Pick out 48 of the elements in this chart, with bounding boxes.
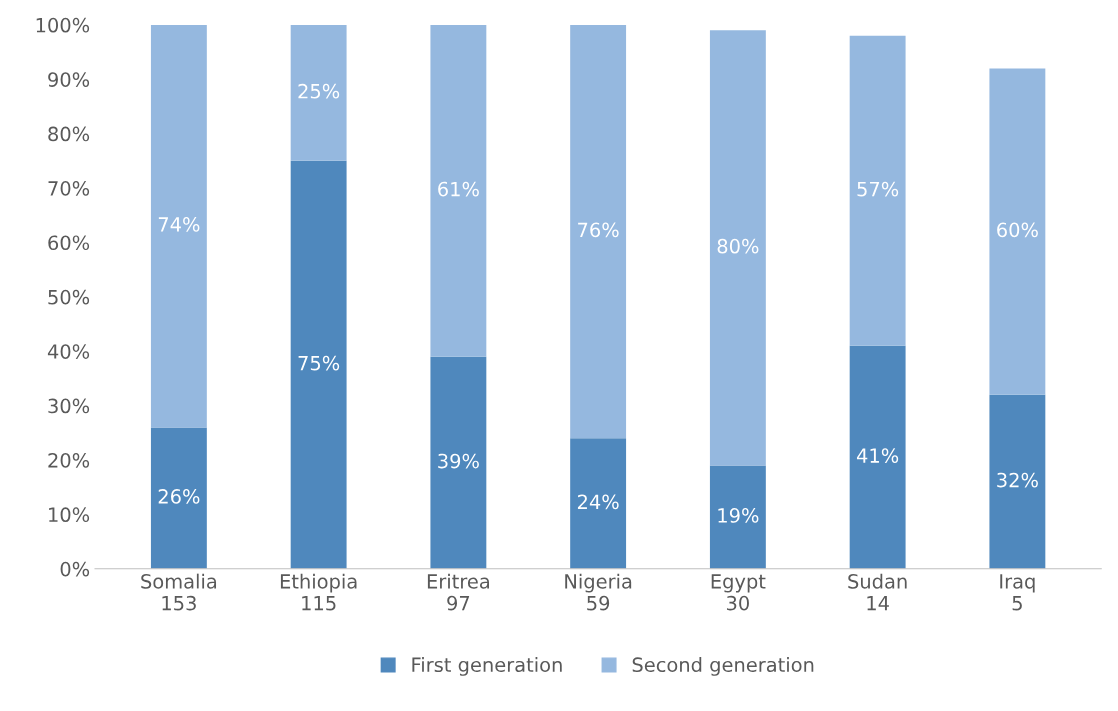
- data-label: 26%: [158, 489, 200, 504]
- y-tick-label: 30%: [48, 398, 90, 414]
- y-tick-label: 80%: [48, 126, 90, 142]
- data-label: 25%: [298, 83, 340, 99]
- data-label: 74%: [158, 217, 200, 232]
- y-tick-label: 70%: [48, 181, 90, 196]
- bar: [570, 24, 627, 439]
- x-tick-label: Eritrea 97: [427, 573, 489, 611]
- data-label: 24%: [577, 494, 619, 510]
- bar: [430, 356, 487, 569]
- y-tick-label: 100%: [36, 17, 90, 33]
- bar: [849, 345, 906, 569]
- data-label: 60%: [997, 222, 1038, 238]
- x-tick-label: Somalia 153: [141, 573, 217, 611]
- bar: [849, 35, 906, 346]
- x-tick-label: Egypt 30: [711, 574, 766, 611]
- bar: [150, 24, 207, 428]
- bar: [150, 427, 207, 569]
- data-label: 39%: [438, 453, 479, 469]
- data-label: 32%: [997, 472, 1038, 488]
- bar: [709, 30, 766, 466]
- y-tick-label: 50%: [48, 289, 90, 305]
- bar: [290, 24, 347, 161]
- bar: [290, 160, 347, 569]
- data-label: 75%: [298, 355, 340, 371]
- y-tick-label: 40%: [47, 344, 90, 359]
- bar: [709, 465, 766, 569]
- bar: [430, 24, 487, 357]
- x-tick-label: Iraq 5: [1000, 574, 1035, 611]
- legend-label: First generation: [412, 657, 562, 676]
- bar: [989, 394, 1046, 569]
- x-tick-label: Ethiopia 115: [280, 573, 357, 611]
- data-label: 57%: [857, 181, 899, 197]
- x-tick-label: Sudan 14: [848, 573, 907, 611]
- data-label: 41%: [856, 448, 899, 463]
- data-label: 61%: [438, 181, 479, 197]
- data-label: 76%: [578, 222, 619, 238]
- bar: [989, 68, 1046, 395]
- y-tick-label: 10%: [49, 507, 90, 523]
- y-tick-label: 60%: [48, 235, 90, 251]
- data-label: 80%: [717, 238, 759, 254]
- legend-label: Second generation: [632, 657, 814, 676]
- y-tick-label: 0%: [60, 561, 90, 577]
- y-tick-label: 20%: [48, 452, 90, 468]
- data-label: 19%: [718, 508, 759, 523]
- bar: [570, 438, 627, 569]
- y-tick-label: 90%: [48, 72, 90, 87]
- x-tick-label: Nigeria 59: [565, 573, 632, 611]
